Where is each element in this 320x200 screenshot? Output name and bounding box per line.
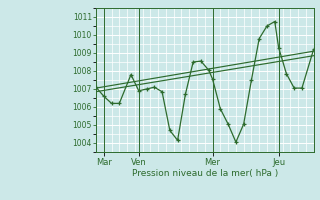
X-axis label: Pression niveau de la mer( hPa ): Pression niveau de la mer( hPa ) xyxy=(132,169,278,178)
